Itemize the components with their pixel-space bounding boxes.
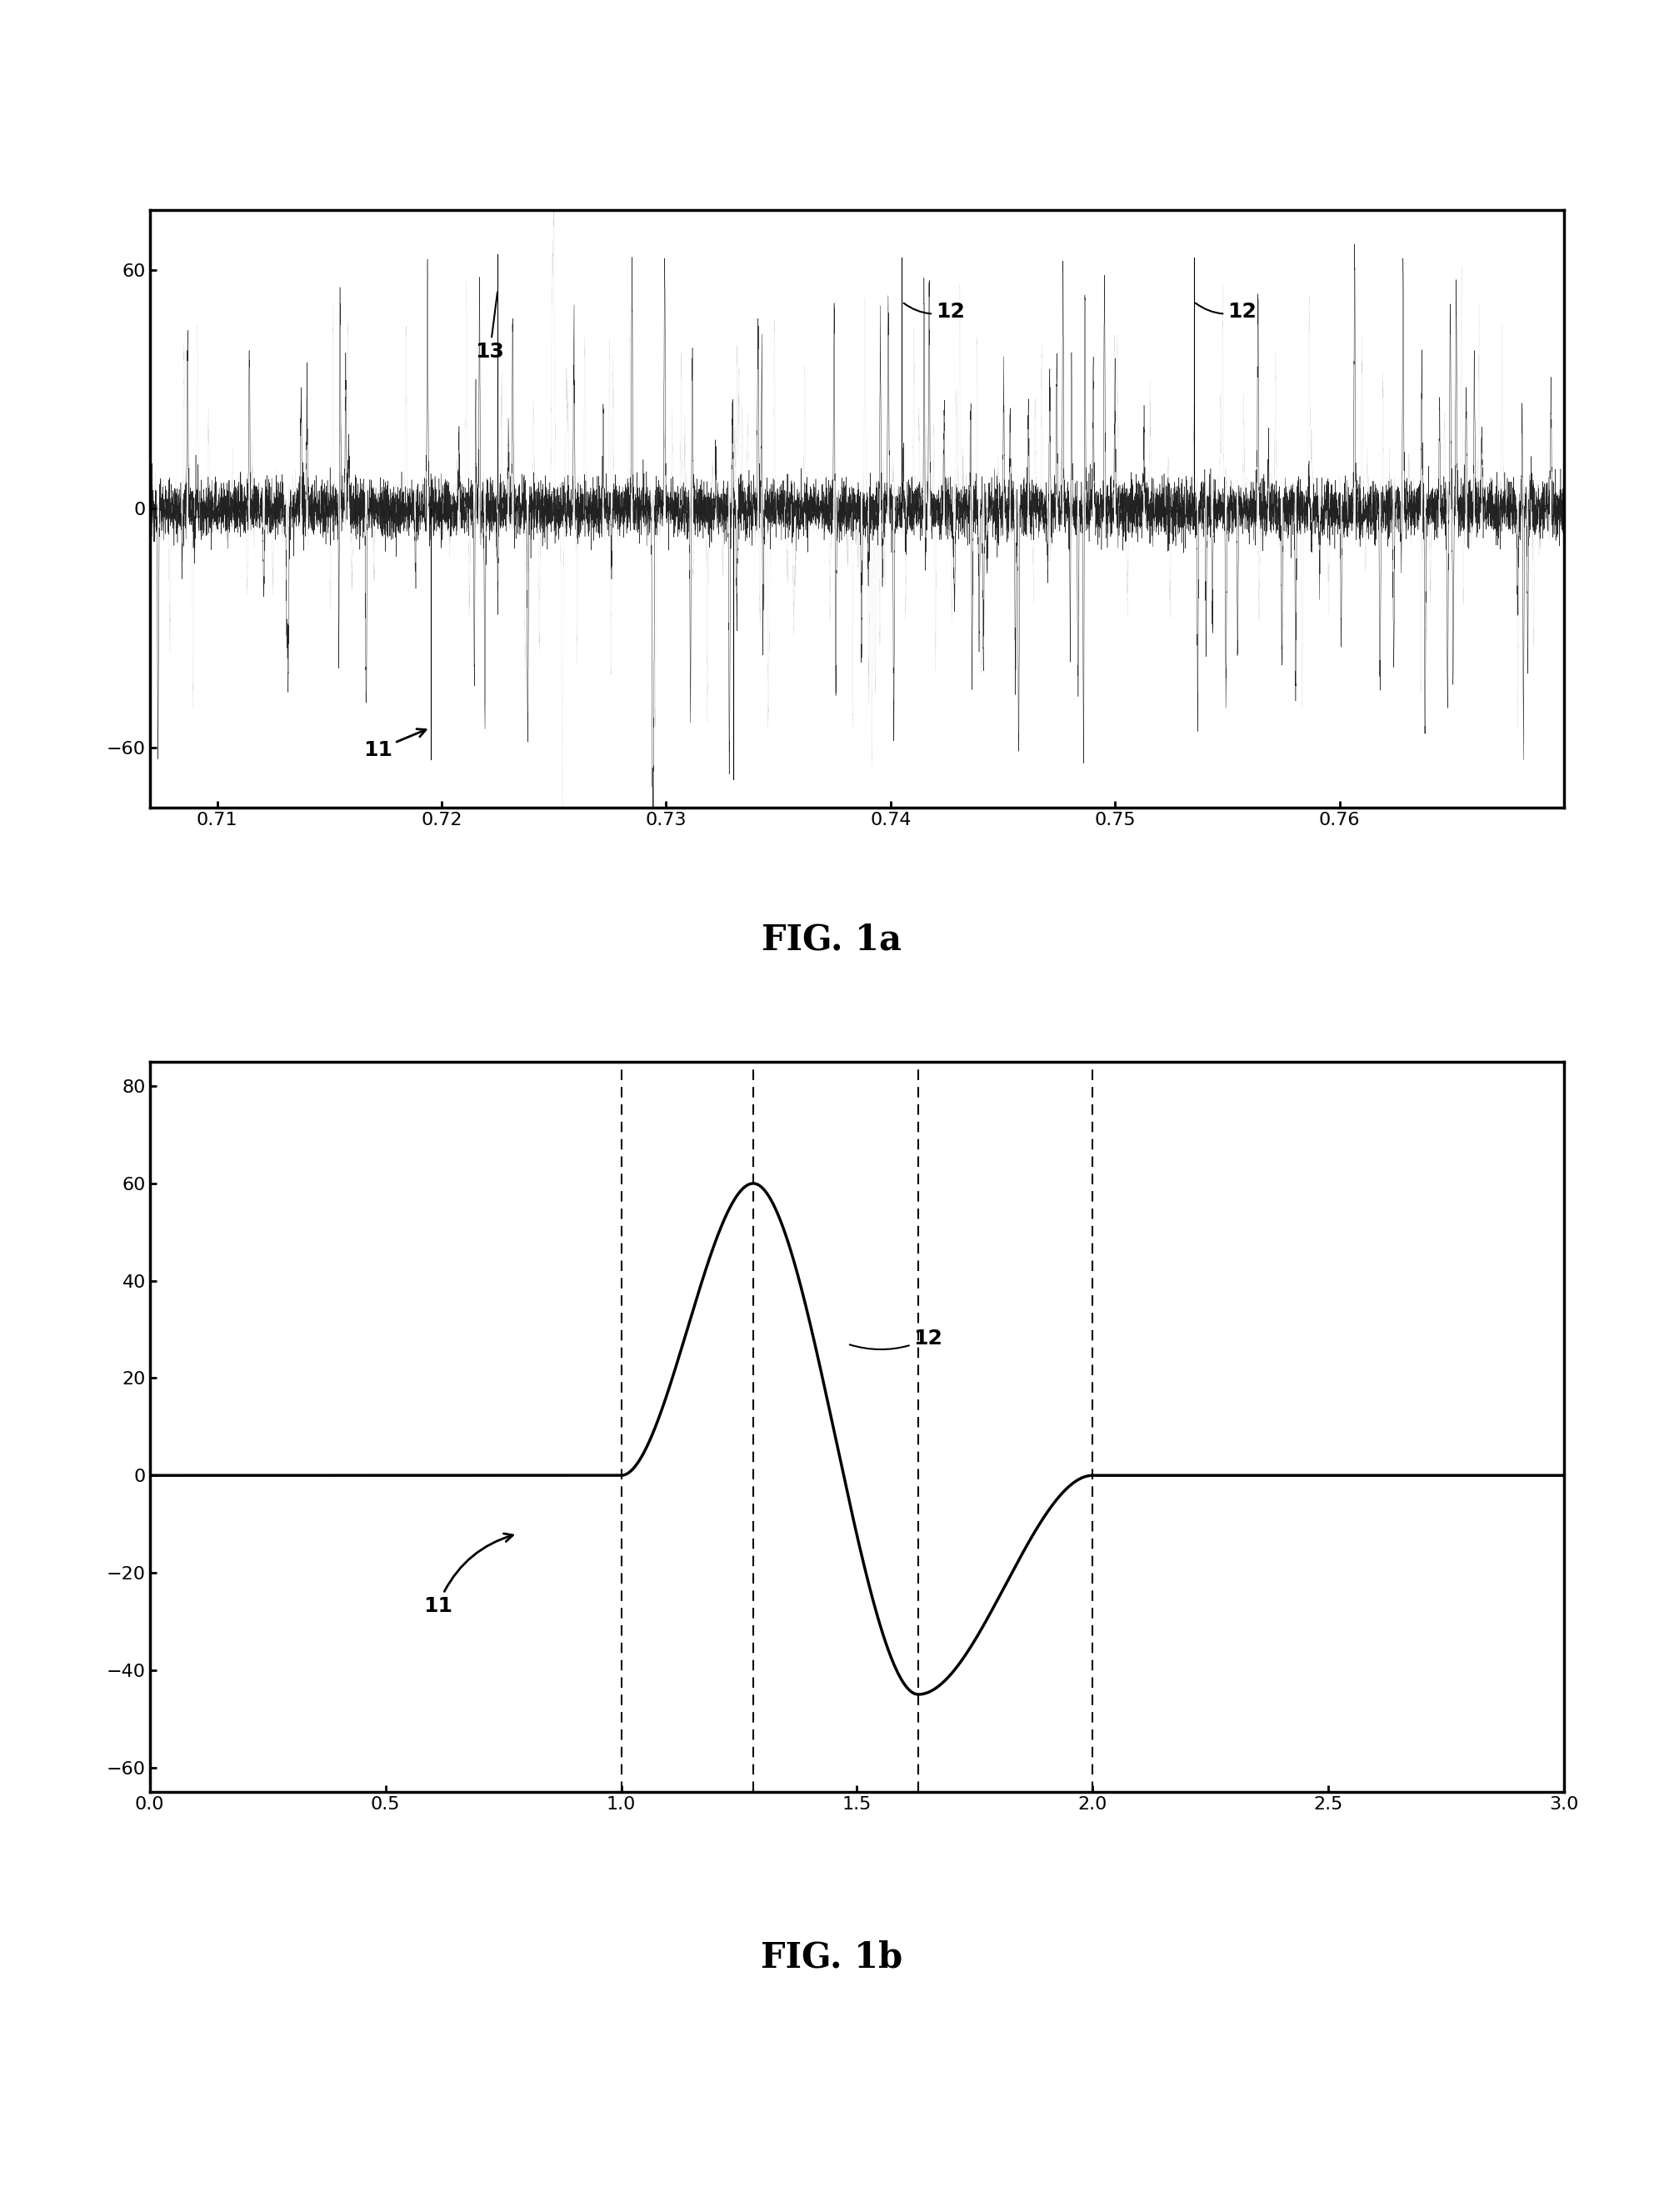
Text: 12: 12: [904, 301, 965, 321]
Text: FIG. 1b: FIG. 1b: [760, 1940, 904, 1975]
Text: 12: 12: [850, 1327, 942, 1349]
Text: 13: 13: [476, 292, 504, 361]
Text: 11: 11: [423, 1533, 513, 1615]
Text: 12: 12: [1195, 301, 1256, 321]
Text: FIG. 1a: FIG. 1a: [762, 922, 902, 958]
Text: 11: 11: [363, 730, 426, 759]
